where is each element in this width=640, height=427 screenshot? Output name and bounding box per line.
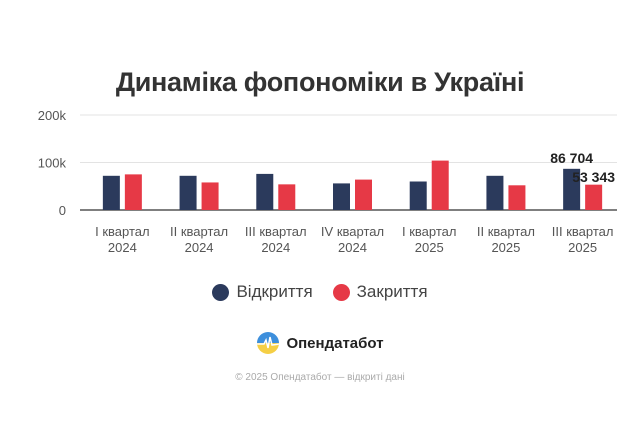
bar-closings[interactable] xyxy=(278,184,296,210)
y-axis-ticks: 0 100k 200k xyxy=(38,108,67,218)
bar-closings[interactable] xyxy=(201,182,219,210)
x-tick-label: II квартал xyxy=(170,224,228,239)
bar-openings[interactable] xyxy=(563,168,581,210)
data-label: 53 343 xyxy=(572,169,615,185)
opendatabot-logo-icon xyxy=(257,332,280,354)
footer-text: © 2025 Опендатабот — відкриті дані xyxy=(235,372,405,383)
x-tick-label: IV квартал xyxy=(321,224,384,239)
x-tick-label: III квартал xyxy=(245,224,307,239)
x-tick-label: 2024 xyxy=(108,240,137,255)
legend-item-closings[interactable]: Закриття xyxy=(332,282,428,302)
data-label: 86 704 xyxy=(550,150,593,166)
x-tick-label: 2024 xyxy=(261,240,290,255)
legend-marker-openings xyxy=(212,283,230,301)
x-tick-label: II квартал xyxy=(477,224,535,239)
legend: Відкриття Закриття xyxy=(0,282,640,302)
x-tick-label: 2025 xyxy=(568,240,597,255)
x-tick-label: I квартал xyxy=(402,224,456,239)
data-labels: 86 704 53 343 xyxy=(550,150,615,185)
y-tick-label: 0 xyxy=(59,203,66,218)
brand-name: Опендатабот xyxy=(286,334,384,352)
bar-openings[interactable] xyxy=(486,175,504,210)
y-tick-label: 100k xyxy=(38,156,67,171)
y-tick-label: 200k xyxy=(38,108,67,123)
x-tick-label: 2025 xyxy=(415,240,444,255)
x-tick-label: 2024 xyxy=(185,240,214,255)
bar-openings[interactable] xyxy=(102,175,120,210)
x-tick-label: 2024 xyxy=(338,240,367,255)
x-tick-label: III квартал xyxy=(552,224,614,239)
bar-openings[interactable] xyxy=(256,173,274,210)
brand: Опендатабот xyxy=(0,331,640,355)
bar-closings[interactable] xyxy=(355,179,372,210)
x-tick-label: I квартал xyxy=(95,224,149,239)
chart-title: Динаміка фопономіки в Україні xyxy=(115,67,525,97)
bars xyxy=(102,160,603,211)
legend-label-openings: Відкриття xyxy=(236,282,313,301)
bar-openings[interactable] xyxy=(179,175,197,210)
legend-label-closings: Закриття xyxy=(356,282,428,301)
bar-openings[interactable] xyxy=(333,183,350,210)
bar-closings[interactable] xyxy=(508,185,526,210)
legend-item-openings[interactable]: Відкриття xyxy=(212,282,313,302)
bar-closings[interactable] xyxy=(585,184,603,210)
x-tick-label: 2025 xyxy=(491,240,520,255)
bar-closings[interactable] xyxy=(431,160,449,210)
legend-marker-closings xyxy=(332,283,350,301)
bar-closings[interactable] xyxy=(124,174,142,210)
bar-openings[interactable] xyxy=(409,181,427,211)
